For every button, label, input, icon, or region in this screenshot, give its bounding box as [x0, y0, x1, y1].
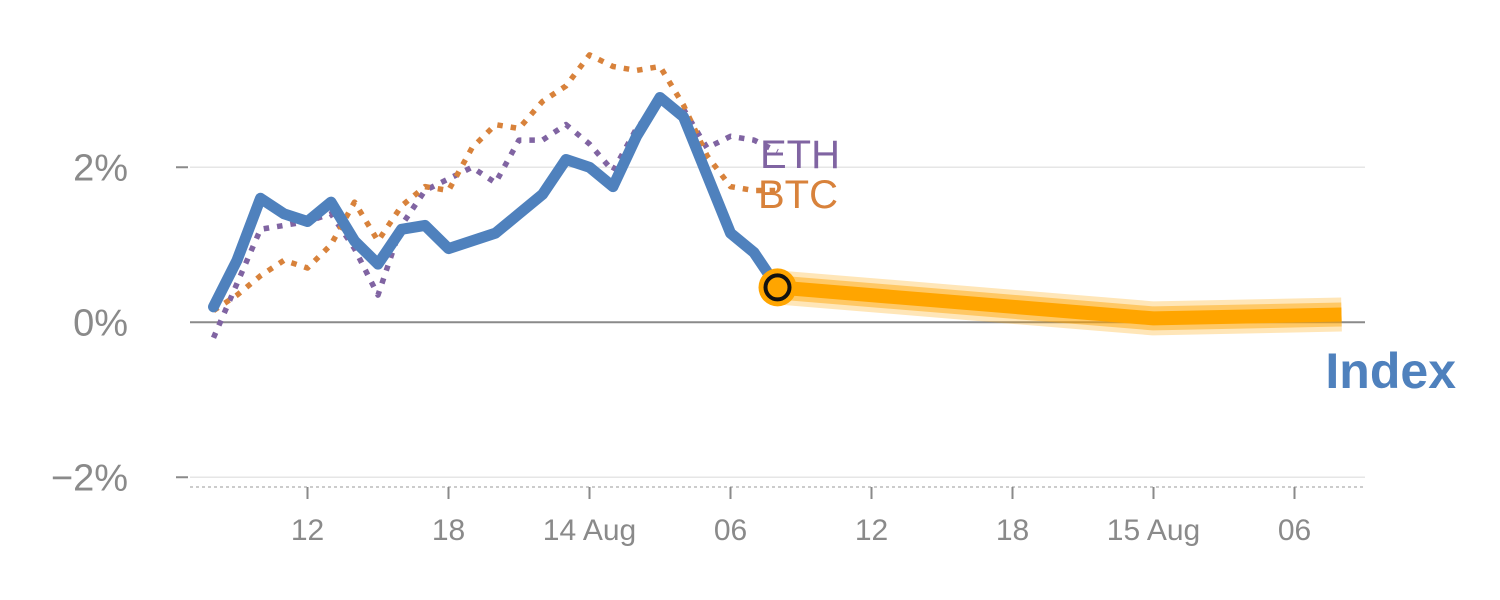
forecast-line: [776, 280, 1342, 326]
y-axis: −2% 0% 2%: [51, 147, 188, 499]
x-tick-label: 18: [432, 514, 465, 547]
y-tick-label: 2%: [73, 147, 128, 189]
series-line-btc: [211, 52, 778, 313]
x-tick-label: 18: [996, 514, 1029, 547]
x-tick-label: 12: [291, 514, 324, 547]
current-marker: [763, 273, 792, 302]
x-tick-label: 12: [855, 514, 888, 547]
marker-layer: [758, 268, 797, 307]
y-tick-label: −2%: [51, 457, 128, 499]
series-label-index: Index: [1325, 343, 1456, 399]
series-line-index: [208, 92, 783, 313]
x-axis: 12 18 14 Aug 06 12 18 15 Aug 06: [291, 487, 1311, 547]
series-label-btc: BTC: [758, 173, 838, 217]
y-tick-label: 0%: [73, 302, 128, 344]
x-tick-label: 14 Aug: [543, 514, 636, 547]
series-lines: [208, 52, 1342, 339]
x-tick-label: 06: [1278, 514, 1311, 547]
x-tick-label: 06: [714, 514, 747, 547]
x-tick-label: 15 Aug: [1107, 514, 1200, 547]
series-label-eth: ETH: [760, 133, 840, 177]
